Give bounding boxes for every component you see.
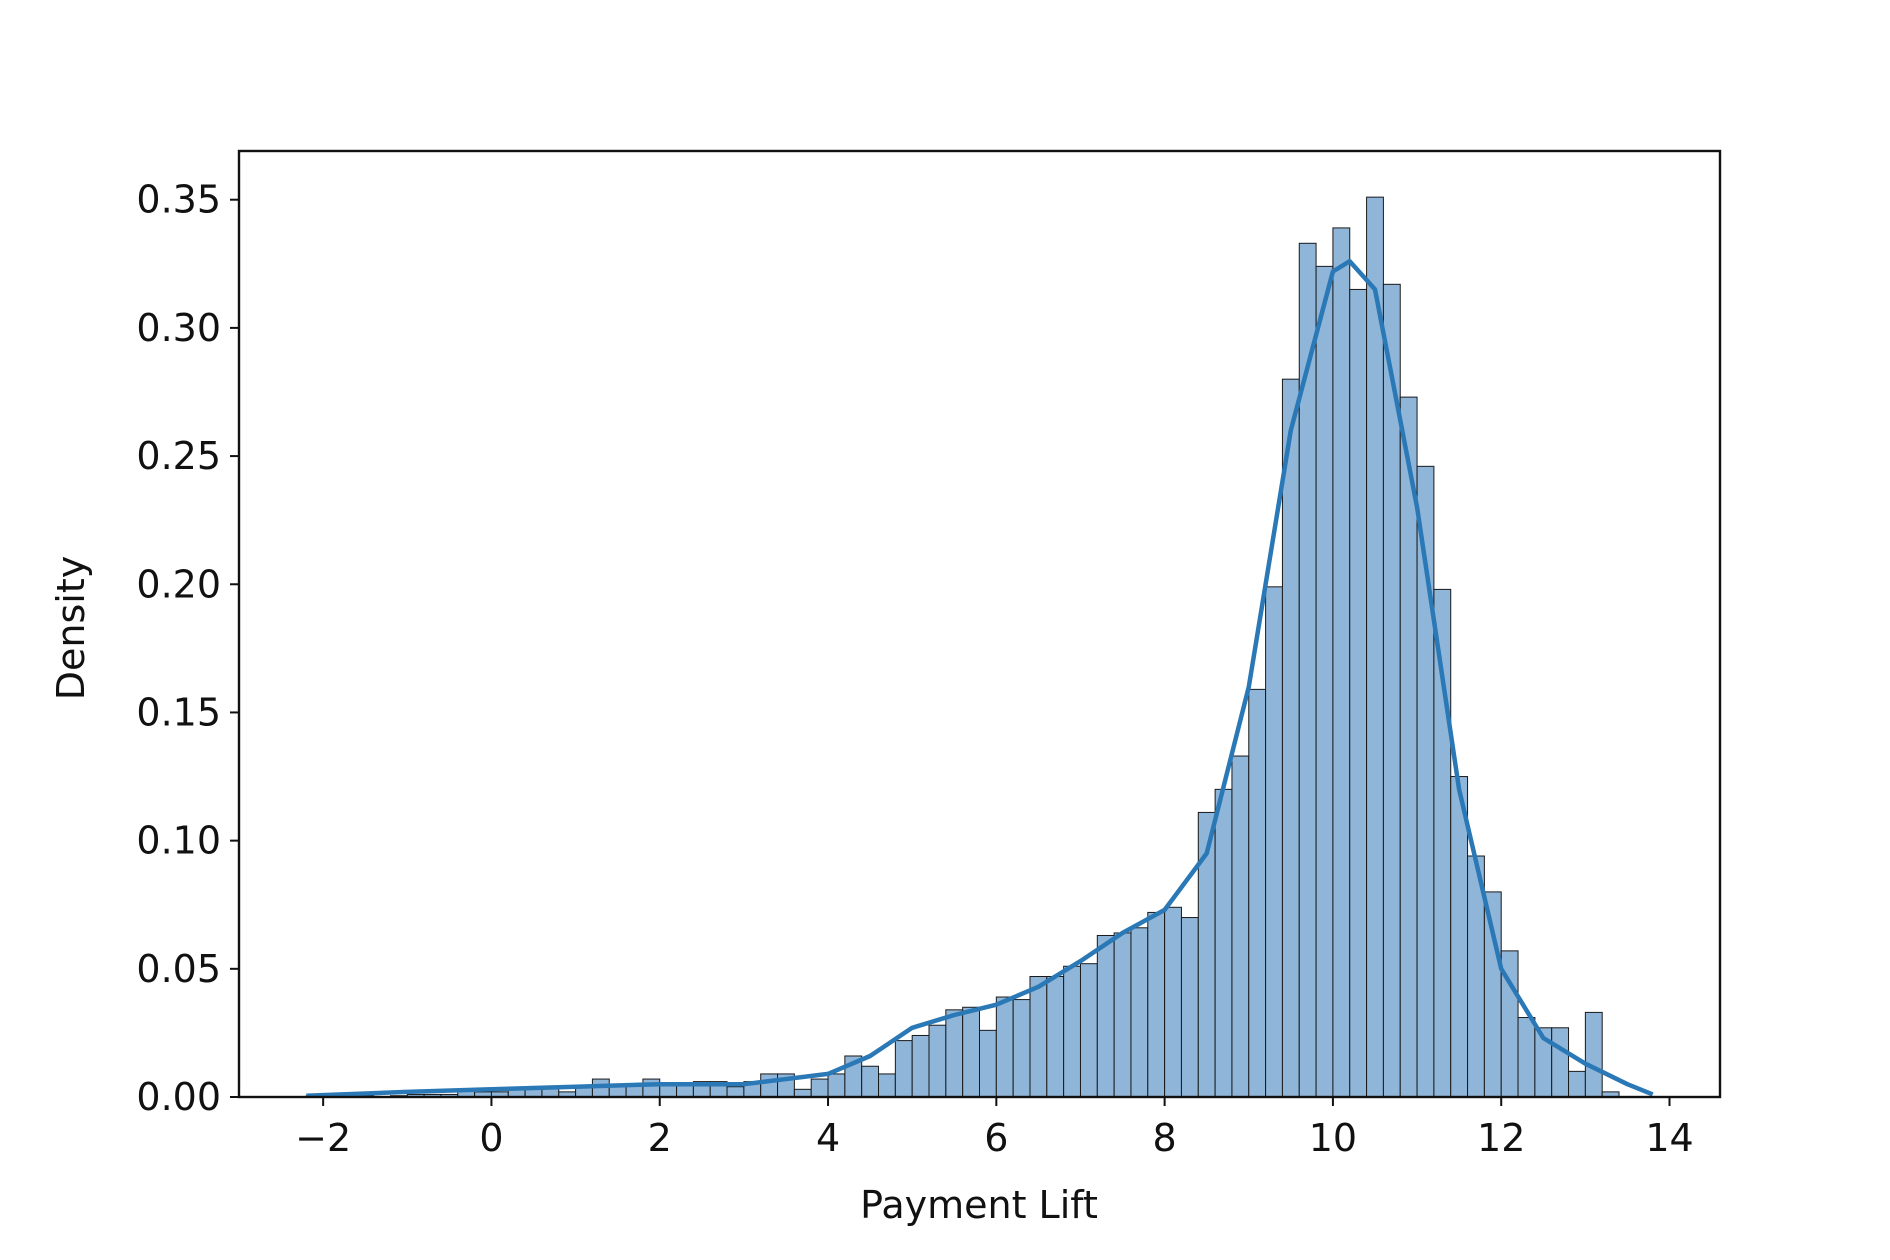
bar: [1248, 688, 1267, 1098]
bar: [878, 1073, 896, 1098]
y-tick-label: 0.20: [136, 562, 221, 606]
bar: [1147, 911, 1166, 1098]
x-tick-label: 12: [1477, 1116, 1525, 1160]
bar: [1029, 976, 1048, 1098]
bar: [1113, 932, 1132, 1098]
bar: [1483, 891, 1502, 1098]
y-tick-label: 0.05: [136, 947, 221, 991]
bar: [1517, 1017, 1536, 1098]
x-axis-label: Payment Lift: [860, 1183, 1098, 1227]
bar: [861, 1065, 880, 1098]
bar: [810, 1078, 829, 1098]
bar: [1584, 1011, 1603, 1098]
bar: [1568, 1070, 1586, 1098]
bar: [1079, 963, 1098, 1098]
x-tick-label: 8: [1153, 1116, 1177, 1160]
bar: [995, 996, 1014, 1098]
bar: [894, 1040, 913, 1098]
y-tick-label: 0.25: [136, 434, 221, 478]
bar: [1332, 227, 1351, 1098]
bar: [979, 1029, 997, 1098]
bar: [1551, 1027, 1570, 1098]
x-tick-label: 14: [1645, 1116, 1693, 1160]
bar: [928, 1024, 947, 1098]
bar: [945, 1009, 964, 1098]
bar: [827, 1073, 846, 1098]
bar: [642, 1078, 661, 1098]
bar: [962, 1006, 981, 1098]
bar: [726, 1086, 745, 1098]
bar: [1349, 288, 1368, 1098]
x-tick-label: 6: [984, 1116, 1008, 1160]
x-tick-label: 2: [648, 1116, 672, 1160]
x-tick-label: −2: [295, 1116, 351, 1160]
bar: [1214, 788, 1233, 1098]
bar: [1281, 378, 1300, 1098]
bar: [760, 1073, 779, 1098]
bar: [1096, 934, 1115, 1098]
bar: [1164, 906, 1182, 1098]
y-tick-label: 0.15: [136, 690, 221, 734]
bar: [1315, 265, 1334, 1098]
bar: [1231, 755, 1250, 1098]
y-tick-label: 0.35: [136, 178, 221, 222]
bar: [1130, 927, 1149, 1098]
bar: [1063, 965, 1081, 1098]
bar: [1046, 976, 1065, 1098]
bar: [1180, 917, 1199, 1098]
y-tick-label: 0.30: [136, 306, 221, 350]
x-tick-label: 4: [816, 1116, 840, 1160]
bar: [911, 1034, 930, 1098]
y-tick-label: 0.00: [136, 1075, 221, 1119]
x-tick-label: 10: [1309, 1116, 1357, 1160]
kde-line: [306, 258, 1654, 1098]
bar: [1012, 999, 1031, 1098]
y-tick-label: 0.10: [136, 819, 221, 863]
bar: [1265, 586, 1283, 1098]
plot-frame: [237, 149, 1722, 1099]
y-axis-label: Density: [49, 556, 93, 700]
bar: [1450, 776, 1469, 1098]
x-tick-label: 0: [479, 1116, 503, 1160]
bar: [1366, 196, 1384, 1098]
